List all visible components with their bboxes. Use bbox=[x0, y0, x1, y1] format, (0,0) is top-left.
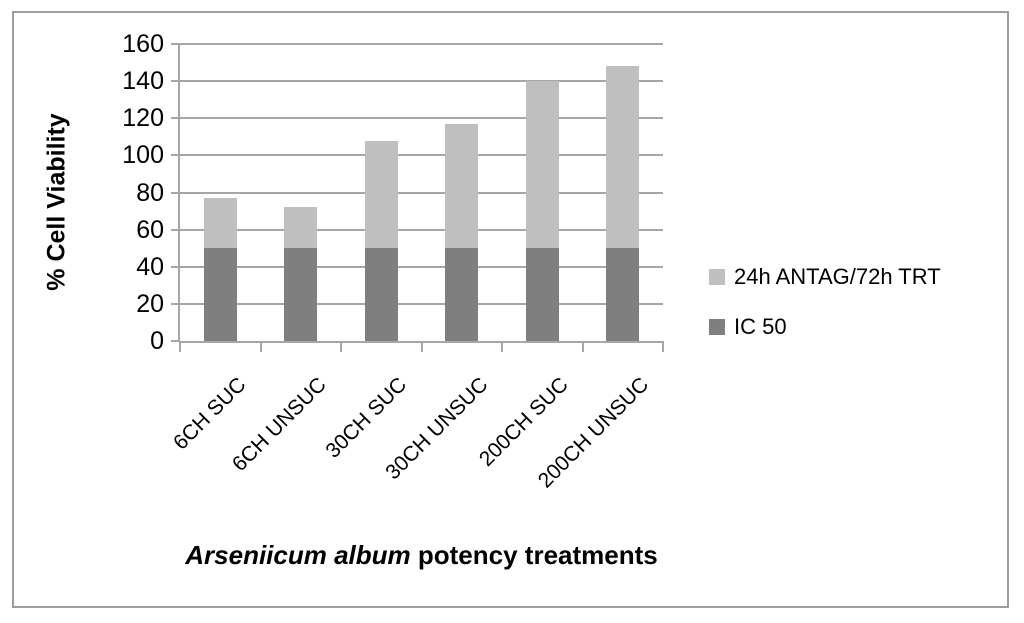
gridline bbox=[180, 302, 663, 305]
y-axis-line bbox=[178, 44, 180, 341]
bar-segment-antag bbox=[525, 81, 559, 249]
y-axis-tick-label: 100 bbox=[122, 141, 164, 170]
y-axis-tick-label: 20 bbox=[136, 289, 164, 318]
y-axis-tick bbox=[171, 340, 180, 342]
bar-segment-ic50 bbox=[203, 248, 237, 341]
bar-segment-antag bbox=[203, 198, 237, 249]
bar-segment-antag bbox=[445, 123, 479, 249]
gridline bbox=[180, 191, 663, 194]
legend: 24h ANTAG/72h TRT IC 50 bbox=[709, 264, 941, 364]
y-axis-tick bbox=[171, 228, 180, 231]
y-axis-tick-label: 40 bbox=[136, 252, 164, 281]
gridline bbox=[180, 117, 663, 120]
y-axis-tick bbox=[171, 117, 180, 120]
gridline bbox=[180, 154, 663, 157]
x-axis-title-italic: Arseniicum album bbox=[185, 540, 411, 570]
bar-segment-antag bbox=[606, 66, 640, 249]
x-axis-tick bbox=[662, 341, 664, 352]
x-axis-title: Arseniicum album potency treatments bbox=[180, 540, 663, 571]
bar-segment-ic50 bbox=[364, 248, 398, 341]
y-axis-tick-label: 80 bbox=[136, 178, 164, 207]
x-axis-title-rest: potency treatments bbox=[410, 540, 658, 570]
y-axis-tick bbox=[171, 265, 180, 268]
gridline bbox=[180, 228, 663, 231]
legend-swatch-icon bbox=[709, 269, 725, 285]
legend-item: IC 50 bbox=[709, 314, 941, 340]
y-axis-tick bbox=[171, 80, 180, 83]
legend-item: 24h ANTAG/72h TRT bbox=[709, 264, 941, 290]
legend-label: IC 50 bbox=[734, 314, 787, 339]
y-axis-tick bbox=[171, 302, 180, 305]
x-axis-tick bbox=[501, 341, 503, 352]
x-axis-tick bbox=[581, 341, 584, 352]
bar-segment-ic50 bbox=[284, 248, 318, 341]
x-axis-tick bbox=[420, 341, 423, 352]
bar-segment-ic50 bbox=[606, 248, 640, 341]
legend-swatch-icon bbox=[709, 319, 725, 335]
y-axis-tick-label: 60 bbox=[136, 215, 164, 244]
y-axis-tick-label: 140 bbox=[122, 67, 164, 96]
bar-segment-antag bbox=[284, 207, 318, 249]
y-axis-tick-label: 120 bbox=[122, 104, 164, 133]
x-axis-tick bbox=[340, 341, 342, 352]
x-axis-tick bbox=[179, 341, 181, 352]
bar-segment-ic50 bbox=[525, 248, 559, 341]
x-axis-category-label: 6CH SUC bbox=[169, 373, 251, 455]
gridline bbox=[180, 265, 663, 268]
gridline bbox=[180, 43, 663, 45]
gridline bbox=[180, 80, 663, 83]
bar-segment-ic50 bbox=[445, 248, 479, 341]
x-axis-tick bbox=[259, 341, 262, 352]
bar-segment-antag bbox=[364, 140, 398, 249]
y-axis-title: % Cell Viability bbox=[42, 113, 71, 291]
legend-label: 24h ANTAG/72h TRT bbox=[734, 264, 941, 289]
y-axis-tick-label: 160 bbox=[122, 30, 164, 58]
y-axis-tick bbox=[171, 154, 180, 157]
y-axis-tick-label: 0 bbox=[150, 327, 164, 355]
y-axis-tick bbox=[171, 191, 180, 194]
y-axis-tick bbox=[171, 43, 180, 45]
